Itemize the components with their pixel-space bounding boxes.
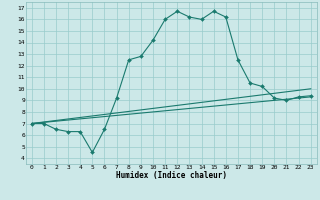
X-axis label: Humidex (Indice chaleur): Humidex (Indice chaleur) <box>116 171 227 180</box>
